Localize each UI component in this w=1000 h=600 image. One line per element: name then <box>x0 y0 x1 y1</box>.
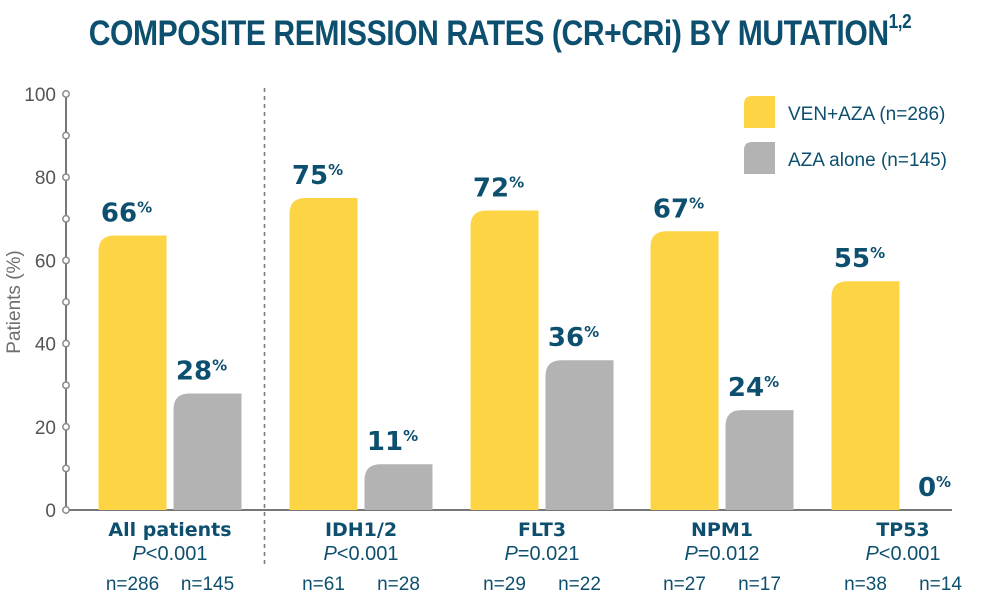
bar-ven_aza <box>650 231 719 510</box>
p-value: <0.001 <box>146 543 208 565</box>
value-number: 11 <box>367 427 403 457</box>
legend-label-aza_alone: AZA alone (n=145) <box>788 150 947 171</box>
legend-swatch-aza_alone <box>744 142 775 174</box>
y-tick-label: 80 <box>35 168 56 189</box>
y-axis-label: Patients (%) <box>4 250 25 353</box>
bar-aza_alone <box>173 393 242 510</box>
value-label: 0% <box>918 473 951 503</box>
value-number: 24 <box>728 373 764 403</box>
category-label: FLT3 <box>518 519 566 541</box>
value-labels: 66%28%75%11%72%36%67%24%55%0% <box>101 161 951 503</box>
bar-aza_alone <box>725 410 794 510</box>
n-label: n=28 <box>377 574 420 595</box>
chart-title: COMPOSITE REMISSION RATES (CR+CRi) BY MU… <box>70 11 930 54</box>
value-percent-sign: % <box>403 427 418 445</box>
chart-title-text: COMPOSITE REMISSION RATES (CR+CRi) BY MU… <box>88 14 889 53</box>
value-label: 72% <box>473 173 524 203</box>
p-value: =0.012 <box>698 543 760 565</box>
y-tick-marker <box>62 339 70 348</box>
value-number: 55 <box>834 244 870 274</box>
value-percent-sign: % <box>328 161 343 179</box>
value-number: 36 <box>548 323 584 353</box>
value-percent-sign: % <box>764 373 779 391</box>
value-label: 66% <box>101 198 152 228</box>
category-label: NPM1 <box>691 519 753 541</box>
y-tick-label: 40 <box>35 335 56 356</box>
bar-ven_aza <box>289 198 358 510</box>
y-tick-label: 100 <box>24 85 56 106</box>
y-tick-marker <box>62 131 70 140</box>
p-symbol: P <box>504 543 518 565</box>
value-percent-sign: % <box>870 244 885 262</box>
y-tick-label: 60 <box>35 251 56 272</box>
n-label: n=27 <box>663 574 706 595</box>
value-percent-sign: % <box>689 194 704 212</box>
bar-ven_aza <box>831 281 900 510</box>
n-label: n=17 <box>738 574 781 595</box>
n-label: n=286 <box>106 574 159 595</box>
value-label: 67% <box>653 194 704 224</box>
value-label: 36% <box>548 323 599 353</box>
legend-swatch-ven_aza <box>744 96 775 128</box>
y-tick-marker <box>62 214 70 223</box>
value-number: 72 <box>473 173 509 203</box>
bar-aza_alone <box>545 360 614 510</box>
n-label: n=14 <box>919 574 962 595</box>
p-value-label: P=0.012 <box>684 543 759 565</box>
p-value: <0.001 <box>337 543 399 565</box>
y-tick-marker <box>62 381 70 390</box>
value-percent-sign: % <box>936 473 951 491</box>
value-label: 75% <box>292 161 343 191</box>
y-tick-label: 0 <box>45 501 56 522</box>
n-label: n=29 <box>483 574 526 595</box>
p-value-label: P<0.001 <box>865 543 940 565</box>
value-number: 67 <box>653 194 689 224</box>
category-label: All patients <box>108 519 231 541</box>
legend-label-ven_aza: VEN+AZA (n=286) <box>788 104 945 125</box>
value-percent-sign: % <box>212 357 227 375</box>
value-percent-sign: % <box>584 323 599 341</box>
p-value: =0.021 <box>518 543 580 565</box>
value-label: 28% <box>176 357 227 387</box>
bars <box>98 198 900 511</box>
p-symbol: P <box>132 543 146 565</box>
value-percent-sign: % <box>509 173 524 191</box>
p-symbol: P <box>865 543 879 565</box>
y-tick-marker <box>62 298 70 306</box>
n-label: n=38 <box>844 574 887 595</box>
p-value-label: P<0.001 <box>323 543 398 565</box>
value-number: 66 <box>101 198 137 228</box>
chart-title-superscript: 1,2 <box>888 11 912 34</box>
legend: VEN+AZA (n=286) AZA alone (n=145) <box>744 96 947 174</box>
p-value-label: P=0.021 <box>504 543 579 565</box>
y-tick-marker <box>62 506 70 514</box>
p-symbol: P <box>684 543 698 565</box>
value-number: 28 <box>176 357 212 387</box>
p-value: <0.001 <box>879 543 941 565</box>
y-tick-marker <box>62 422 70 431</box>
value-number: 75 <box>292 161 328 191</box>
value-label: 24% <box>728 373 779 403</box>
y-tick-marker <box>62 173 70 182</box>
bar-aza_alone <box>364 464 433 510</box>
bar-ven_aza <box>98 235 167 510</box>
n-label: n=61 <box>302 574 345 595</box>
value-label: 11% <box>367 427 418 457</box>
category-label: IDH1/2 <box>325 519 397 541</box>
p-value-label: P<0.001 <box>132 543 207 565</box>
y-tick-marker <box>62 464 70 473</box>
category-label: TP53 <box>876 519 929 541</box>
y-tick-label: 20 <box>35 418 56 439</box>
bar-ven_aza <box>470 210 539 511</box>
value-percent-sign: % <box>137 198 152 216</box>
n-label: n=145 <box>181 574 234 595</box>
value-label: 55% <box>834 244 885 274</box>
value-number: 0 <box>918 473 936 503</box>
p-symbol: P <box>323 543 337 565</box>
y-tick-marker <box>62 90 70 98</box>
y-tick-marker <box>62 256 70 265</box>
n-label: n=22 <box>558 574 601 595</box>
